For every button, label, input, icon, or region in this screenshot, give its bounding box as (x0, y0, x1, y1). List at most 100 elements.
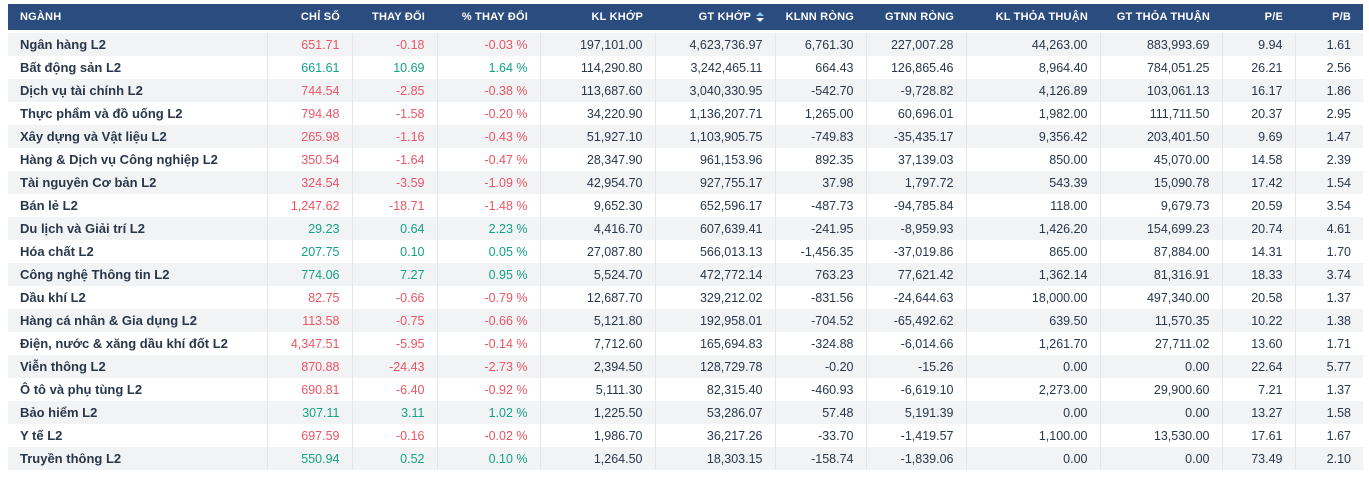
col-header-nganh[interactable]: NGÀNH (8, 4, 267, 33)
col-header-gt-thoa-thuan[interactable]: GT THỎA THUẬN (1100, 4, 1222, 33)
cell-kl-thoa-thuan: 1,362.14 (966, 263, 1101, 286)
cell-chi-so: 690.81 (267, 378, 353, 401)
cell-gtnn-rong: 227,007.28 (866, 31, 967, 56)
col-header-pb[interactable]: P/B (1295, 4, 1363, 33)
table-row[interactable]: Tài nguyên Cơ bản L2 324.54 -3.59 -1.09 % 42… (8, 171, 1363, 194)
cell-pct-thay-doi: -0.03 % (437, 31, 541, 56)
col-header-kl-thoa-thuan[interactable]: KL THỎA THUẬN (966, 4, 1100, 33)
cell-pct-thay-doi: 2.23 % (437, 217, 541, 240)
cell-kl-khop: 197,101.00 (540, 31, 656, 56)
cell-gt-khop: 927,755.17 (655, 171, 776, 194)
cell-kl-khop: 113,687.60 (540, 79, 656, 102)
cell-chi-so: 697.59 (267, 424, 353, 447)
table-row[interactable]: Bất động sản L2 661.61 10.69 1.64 % 114,290.… (8, 56, 1363, 79)
cell-thay-doi: -1.64 (352, 148, 438, 171)
cell-thay-doi: -6.40 (352, 378, 438, 401)
table-row[interactable]: Truyền thông L2 550.94 0.52 0.10 % 1,264.50 1… (8, 447, 1363, 470)
cell-thay-doi: -2.85 (352, 79, 438, 102)
cell-gtnn-rong: -6,014.66 (866, 332, 967, 355)
cell-thay-doi: 0.10 (352, 240, 438, 263)
table-row[interactable]: Hàng & Dịch vụ Công nghiệp L2 350.54 -1.64… (8, 148, 1363, 171)
cell-gt-khop: 3,242,465.11 (655, 56, 776, 79)
table-row[interactable]: Y tế L2 697.59 -0.16 -0.02 % 1,986.70 36,217.… (8, 424, 1363, 447)
cell-klnn-rong: -324.88 (775, 332, 867, 355)
cell-gtnn-rong: 37,139.03 (866, 148, 967, 171)
cell-kl-thoa-thuan: 2,273.00 (966, 378, 1101, 401)
cell-pe: 20.59 (1222, 194, 1296, 217)
cell-pct-thay-doi: -0.38 % (437, 79, 541, 102)
table-row[interactable]: Hóa chất L2 207.75 0.10 0.05 % 27,087.80 566,… (8, 240, 1363, 263)
cell-thay-doi: -18.71 (352, 194, 438, 217)
cell-pe: 14.58 (1222, 148, 1296, 171)
cell-kl-khop: 5,111.30 (540, 378, 656, 401)
cell-gt-thoa-thuan: 111,711.50 (1100, 102, 1223, 125)
cell-gt-khop: 566,013.13 (655, 240, 776, 263)
cell-chi-so: 29.23 (267, 217, 353, 240)
cell-gtnn-rong: -1,839.06 (866, 447, 967, 470)
cell-nganh: Dịch vụ tài chính L2 (8, 79, 268, 102)
cell-pb: 2.10 (1326, 451, 1351, 466)
col-header-pe[interactable]: P/E (1222, 4, 1295, 33)
cell-klnn-rong: -460.93 (775, 378, 867, 401)
sector-table-container: NGÀNH CHỈ SỐ THAY ĐỔI % THAY ĐỔI KL KHỚP… (8, 4, 1363, 470)
col-header-pct-thay-doi[interactable]: % THAY ĐỔI (437, 4, 540, 33)
cell-thay-doi: -3.59 (352, 171, 438, 194)
cell-pe: 9.69 (1222, 125, 1296, 148)
table-row[interactable]: Bảo hiểm L2 307.11 3.11 1.02 % 1,225.50 53,28… (8, 401, 1363, 424)
table-row[interactable]: Ngân hàng L2 651.71 -0.18 -0.03 % 197,101.00… (8, 31, 1363, 56)
cell-gt-khop: 192,958.01 (655, 309, 776, 332)
cell-gt-khop: 607,639.41 (655, 217, 776, 240)
cell-pct-thay-doi: -0.14 % (437, 332, 541, 355)
col-header-kl-khop[interactable]: KL KHỚP (540, 4, 655, 33)
col-header-thay-doi[interactable]: THAY ĐỔI (352, 4, 437, 33)
cell-klnn-rong: -704.52 (775, 309, 867, 332)
table-row[interactable]: Công nghệ Thông tin L2 774.06 7.27 0.95 % 5,… (8, 263, 1363, 286)
table-row[interactable]: Thực phẩm và đồ uống L2 794.48 -1.58 -0.20 … (8, 102, 1363, 125)
table-row[interactable]: Dịch vụ tài chính L2 744.54 -2.85 -0.38 % 11… (8, 79, 1363, 102)
sort-icon[interactable] (756, 12, 764, 23)
cell-kl-khop: 5,524.70 (540, 263, 656, 286)
cell-nganh: Viễn thông L2 (8, 355, 268, 378)
cell-pe: 16.17 (1222, 79, 1296, 102)
cell-gt-thoa-thuan: 0.00 (1100, 447, 1223, 470)
cell-klnn-rong: -33.70 (775, 424, 867, 447)
cell-gt-khop: 165,694.83 (655, 332, 776, 355)
table-row[interactable]: Xây dựng và Vật liệu L2 265.98 -1.16 -0.43 … (8, 125, 1363, 148)
col-header-chi-so[interactable]: CHỈ SỐ (267, 4, 352, 33)
table-row[interactable]: Dầu khí L2 82.75 -0.66 -0.79 % 12,687.70 329,… (8, 286, 1363, 309)
cell-gt-khop: 1,103,905.75 (655, 125, 776, 148)
cell-kl-khop: 2,394.50 (540, 355, 656, 378)
cell-nganh: Xây dựng và Vật liệu L2 (8, 125, 268, 148)
table-row[interactable]: Hàng cá nhân & Gia dụng L2 113.58 -0.75 -0.… (8, 309, 1363, 332)
table-row[interactable]: Điện, nước & xăng dầu khí đốt L2 4,347.51… (8, 332, 1363, 355)
col-header-gtnn-rong[interactable]: GTNN RÒNG (866, 4, 966, 33)
cell-chi-so: 774.06 (267, 263, 353, 286)
cell-pe: 26.21 (1222, 56, 1296, 79)
cell-chi-so: 265.98 (267, 125, 353, 148)
cell-pb: 2.95 (1326, 106, 1351, 121)
table-row[interactable]: Ô tô và phụ tùng L2 690.81 -6.40 -0.92 % 5,1… (8, 378, 1363, 401)
cell-pb: 1.37 (1326, 382, 1351, 397)
cell-chi-so: 744.54 (267, 79, 353, 102)
col-header-gt-khop[interactable]: GT KHỚP (655, 4, 775, 33)
cell-pct-thay-doi: -0.92 % (437, 378, 541, 401)
cell-pe: 22.64 (1222, 355, 1296, 378)
cell-gt-thoa-thuan: 103,061.13 (1100, 79, 1223, 102)
cell-gt-thoa-thuan: 15,090.78 (1100, 171, 1223, 194)
cell-gt-thoa-thuan: 27,711.02 (1100, 332, 1223, 355)
col-header-klnn-rong[interactable]: KLNN RÒNG (775, 4, 866, 33)
table-row[interactable]: Du lịch và Giải trí L2 29.23 0.64 2.23 % 4,4… (8, 217, 1363, 240)
cell-kl-thoa-thuan: 1,426.20 (966, 217, 1101, 240)
cell-nganh: Thực phẩm và đồ uống L2 (8, 102, 268, 125)
table-row[interactable]: Viễn thông L2 870.88 -24.43 -2.73 % 2,394.50… (8, 355, 1363, 378)
table-row[interactable]: Bán lẻ L2 1,247.62 -18.71 -1.48 % 9,652.30 65… (8, 194, 1363, 217)
cell-pct-thay-doi: 0.95 % (437, 263, 541, 286)
cell-kl-khop: 1,264.50 (540, 447, 656, 470)
cell-gt-khop: 36,217.26 (655, 424, 776, 447)
cell-gt-khop: 4,623,736.97 (655, 31, 776, 56)
cell-gt-thoa-thuan: 13,530.00 (1100, 424, 1223, 447)
cell-gtnn-rong: -65,492.62 (866, 309, 967, 332)
cell-pe: 17.42 (1222, 171, 1296, 194)
cell-kl-thoa-thuan: 543.39 (966, 171, 1101, 194)
cell-klnn-rong: 57.48 (775, 401, 867, 424)
